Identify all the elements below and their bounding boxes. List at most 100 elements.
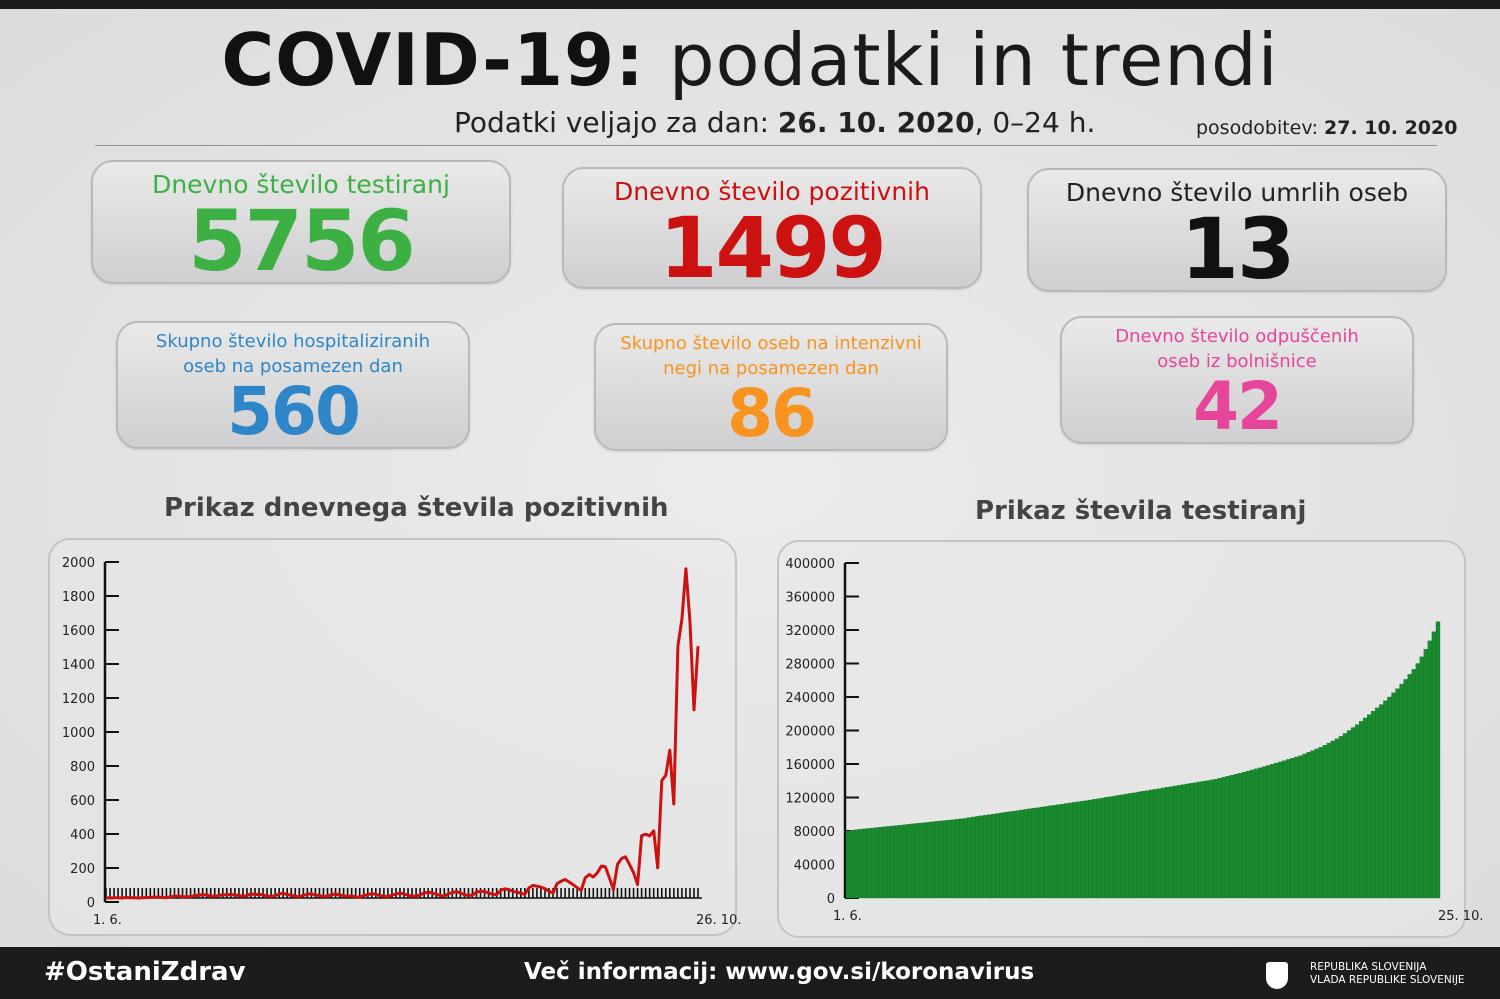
test-bar bbox=[999, 812, 1004, 899]
x-label-start: 1. 6. bbox=[833, 909, 862, 924]
test-bar bbox=[1346, 730, 1352, 899]
test-bar bbox=[1270, 764, 1275, 899]
test-bar bbox=[1330, 740, 1336, 899]
gov-line2: VLADA REPUBLIKE SLOVENIJE bbox=[1310, 974, 1465, 986]
test-bar bbox=[1100, 797, 1105, 899]
y-tick-label: 1400 bbox=[62, 658, 95, 673]
test-bar bbox=[882, 826, 887, 899]
divider bbox=[95, 145, 1437, 146]
test-bar bbox=[1116, 795, 1121, 899]
y-tick-label: 1000 bbox=[62, 726, 95, 741]
test-bar bbox=[1072, 802, 1077, 899]
test-bar bbox=[1169, 786, 1174, 899]
test-bar bbox=[987, 814, 992, 899]
test-bar bbox=[1007, 811, 1012, 899]
stat-value: 560 bbox=[227, 373, 361, 450]
test-bar bbox=[1266, 765, 1271, 899]
test-bar bbox=[1322, 745, 1328, 899]
test-bar bbox=[1334, 738, 1340, 899]
test-bar bbox=[1423, 649, 1429, 899]
test-bar bbox=[926, 822, 932, 899]
test-bar bbox=[1047, 805, 1053, 899]
test-bar bbox=[1350, 727, 1356, 899]
test-bar bbox=[1027, 808, 1033, 899]
subtitle-prefix: Podatki veljajo za dan: bbox=[454, 106, 778, 139]
stat-label: Dnevno število odpuščenih oseb iz bolniš… bbox=[1115, 326, 1359, 372]
test-bar bbox=[1229, 775, 1235, 899]
test-bar bbox=[1217, 778, 1222, 899]
test-bar bbox=[934, 821, 940, 899]
stat-label: Dnevno število umrlih oseb bbox=[1065, 178, 1409, 207]
test-bar bbox=[958, 818, 964, 899]
test-bar bbox=[1173, 785, 1178, 899]
test-bar bbox=[1177, 785, 1182, 899]
stat-card-discharged: Dnevno število odpuščenih oseb iz bolniš… bbox=[1060, 316, 1414, 444]
y-tick-label: 1800 bbox=[62, 590, 95, 605]
positive-series-line bbox=[105, 567, 700, 900]
y-tick-label: 2000 bbox=[62, 556, 95, 571]
test-bar bbox=[1181, 784, 1186, 899]
y-tick-label: 800 bbox=[70, 760, 95, 775]
stat-value: 13 bbox=[1180, 200, 1296, 298]
test-bar bbox=[1249, 769, 1255, 899]
x-label-end: 25. 10. bbox=[1438, 909, 1483, 924]
test-bar bbox=[1043, 806, 1049, 899]
test-bar bbox=[1375, 707, 1380, 899]
test-bar bbox=[946, 819, 952, 899]
chart-title-tests: Prikaz števila testiranj bbox=[975, 496, 1307, 526]
test-bar bbox=[870, 827, 875, 899]
test-bar bbox=[1318, 747, 1323, 899]
y-tick-label: 1600 bbox=[62, 624, 95, 639]
test-bar bbox=[1152, 789, 1158, 899]
x-label-start: 1. 6. bbox=[93, 913, 122, 928]
test-bar bbox=[1367, 714, 1372, 899]
test-bar bbox=[1435, 621, 1441, 899]
test-bar bbox=[1201, 781, 1206, 899]
y-tick-label: 120000 bbox=[785, 792, 835, 807]
y-tick-label: 280000 bbox=[785, 658, 835, 673]
test-bar bbox=[1387, 696, 1392, 899]
test-bar bbox=[1431, 631, 1437, 899]
test-bar bbox=[910, 823, 915, 899]
test-bar bbox=[1156, 788, 1162, 899]
test-bar bbox=[1237, 773, 1243, 899]
y-tick-label: 360000 bbox=[785, 591, 835, 606]
stat-card-icu: Skupno število oseb na intenzivni negi n… bbox=[594, 323, 948, 451]
government-logo: REPUBLIKA SLOVENIJA VLADA REPUBLIKE SLOVE… bbox=[1310, 961, 1465, 987]
test-bar bbox=[954, 819, 960, 899]
stat-label: Dnevno število testiranj bbox=[152, 170, 450, 199]
more-info-link[interactable]: Več informacij: www.gov.si/koronavirus bbox=[524, 959, 1035, 985]
test-bar bbox=[1080, 801, 1085, 899]
test-bar bbox=[1011, 811, 1016, 899]
test-bar bbox=[1120, 794, 1125, 899]
test-bar bbox=[1019, 809, 1024, 899]
test-bar bbox=[975, 816, 980, 899]
test-bar bbox=[906, 824, 911, 899]
top-bar bbox=[0, 0, 1500, 9]
y-tick-label: 400000 bbox=[785, 557, 835, 572]
test-bar bbox=[1205, 780, 1210, 899]
stat-card-deaths: Dnevno število umrlih oseb 13 bbox=[1027, 168, 1447, 292]
test-bar bbox=[1039, 806, 1045, 899]
test-bar bbox=[902, 824, 907, 899]
test-bar bbox=[857, 829, 863, 899]
y-tick-label: 160000 bbox=[785, 758, 835, 773]
y-tick-label: 400 bbox=[70, 828, 95, 843]
test-bar bbox=[1051, 805, 1057, 899]
test-bar bbox=[1407, 674, 1412, 899]
test-bar bbox=[1245, 770, 1251, 899]
test-bar bbox=[1189, 783, 1194, 899]
subtitle-suffix: , 0–24 h. bbox=[974, 106, 1096, 139]
y-tick-label: 1200 bbox=[62, 692, 95, 707]
test-bar bbox=[1140, 791, 1146, 899]
hashtag: #OstaniZdrav bbox=[44, 957, 246, 987]
test-bar bbox=[1060, 803, 1065, 899]
test-bar bbox=[1096, 798, 1101, 899]
test-bar bbox=[874, 827, 879, 899]
test-bar bbox=[1371, 711, 1376, 899]
test-bar bbox=[967, 817, 972, 899]
test-bar bbox=[1342, 733, 1348, 899]
test-bar bbox=[849, 830, 855, 899]
title-bold: COVID-19: bbox=[221, 18, 645, 102]
